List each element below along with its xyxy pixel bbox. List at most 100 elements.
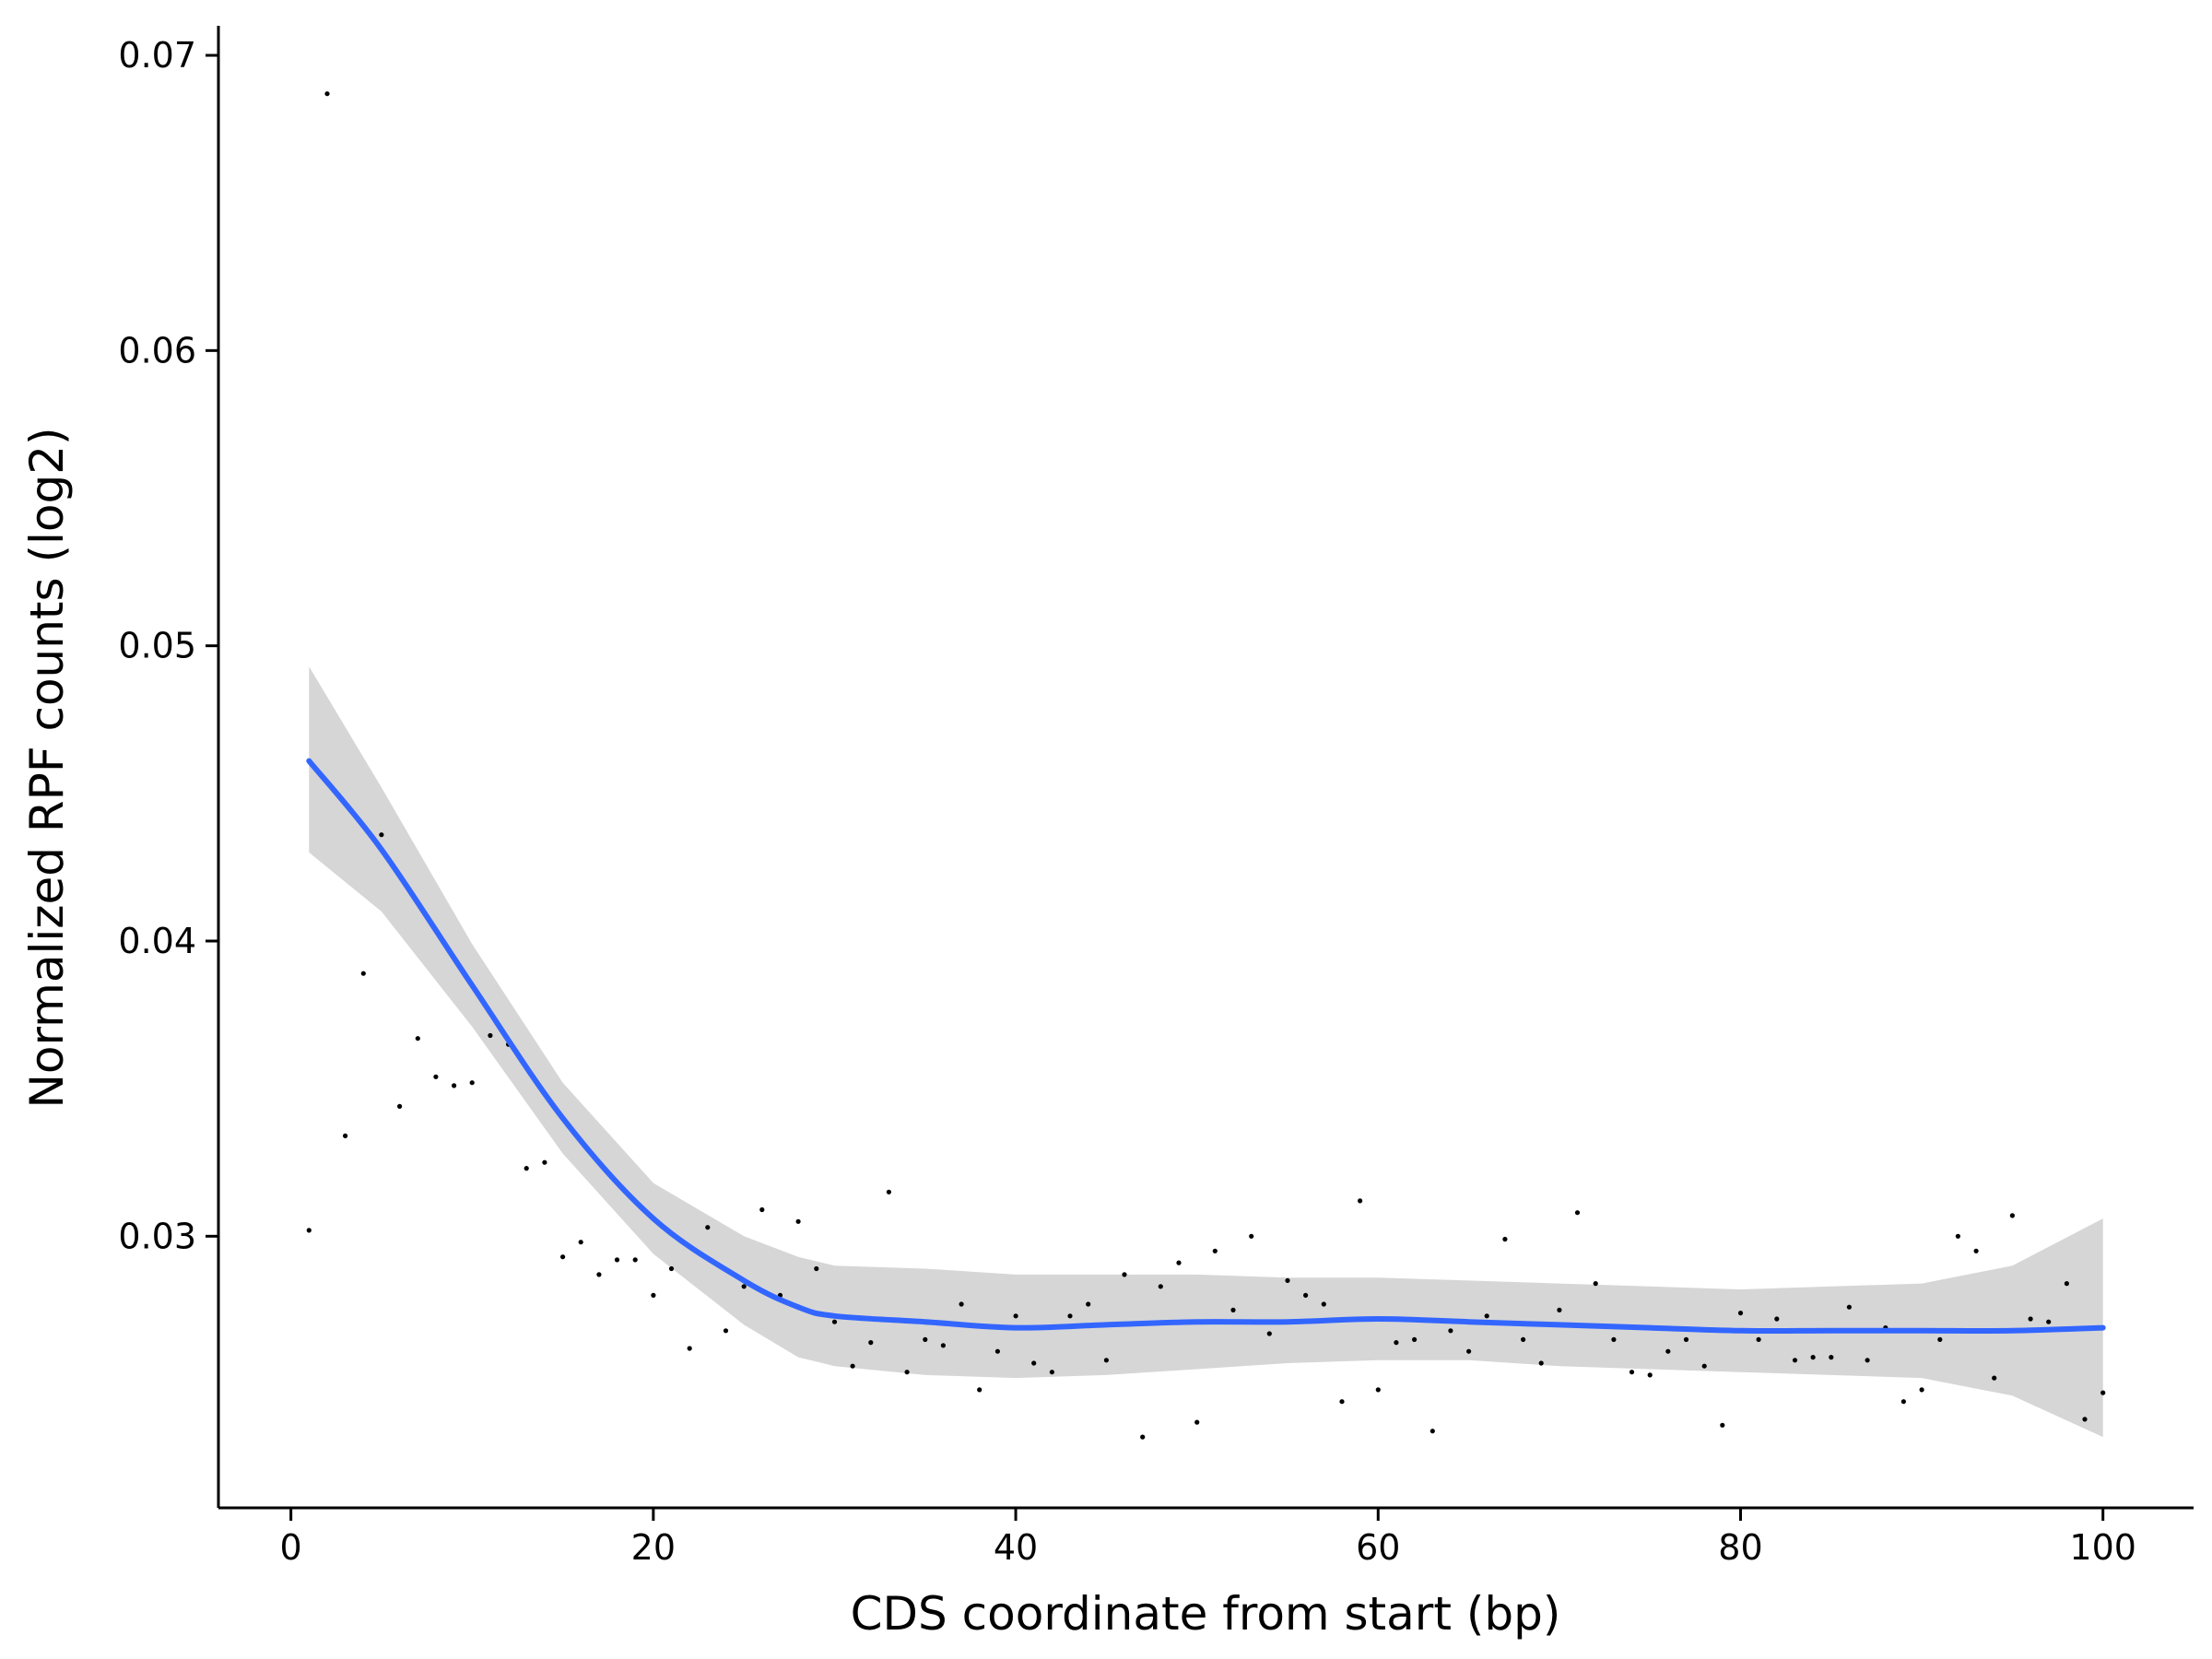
data-point [850,1363,855,1369]
data-point [1158,1284,1163,1289]
data-point [2046,1319,2052,1324]
data-point [1737,1311,1744,1316]
data-point [705,1225,711,1230]
data-point [2064,1281,2069,1287]
data-point [614,1257,620,1263]
data-point [886,1189,892,1194]
data-point [741,1284,747,1289]
data-points-layer [306,91,2106,1440]
data-point [1574,1210,1581,1216]
data-point [1484,1313,1489,1319]
data-point [723,1328,729,1334]
data-point [977,1387,982,1393]
data-point [994,1348,1000,1354]
data-point [632,1257,638,1263]
data-point [1629,1370,1635,1375]
data-point [1720,1422,1725,1428]
data-point [343,1133,348,1138]
data-point [2028,1316,2033,1322]
data-point [1285,1277,1290,1283]
data-point [578,1240,583,1245]
data-point [524,1166,529,1171]
data-point [1448,1328,1453,1334]
data-point [1013,1313,1018,1319]
smooth-line-layer [306,758,2106,1335]
data-point [360,971,366,976]
data-point [759,1206,765,1213]
data-point [560,1254,566,1260]
data-point [1865,1358,1870,1363]
data-point [1665,1348,1671,1354]
data-point [1900,1399,1906,1405]
data-point [488,1032,493,1039]
y-axis-title: Normalized RPF counts (log2) [20,427,74,1108]
data-point [1140,1434,1146,1440]
data-point [2100,1390,2106,1395]
y-tick-label: 0.04 [118,921,196,961]
data-point [1521,1336,1526,1342]
confidence-band [309,666,2103,1438]
data-point [814,1265,819,1272]
data-point [1973,1248,1979,1253]
data-point [1194,1419,1200,1425]
data-point [1394,1340,1399,1346]
data-point [1339,1399,1345,1405]
data-point [1212,1248,1218,1253]
data-point [306,1228,312,1233]
data-point [831,1319,838,1324]
data-point [1266,1331,1272,1336]
data-point [1611,1336,1617,1342]
data-point [1992,1375,1997,1381]
y-tick-label: 0.06 [118,330,196,371]
data-point [1176,1260,1182,1265]
data-point [1122,1272,1127,1277]
y-axis-ticks: 0.03 0.04 0.05 0.06 0.07 [118,35,218,1256]
y-tick-label: 0.07 [118,35,196,76]
data-point [651,1292,656,1298]
y-tick-label: 0.05 [118,626,196,666]
data-point [1846,1304,1852,1310]
data-point [1919,1387,1924,1393]
data-point [397,1103,403,1109]
data-point [415,1036,420,1041]
confidence-band-layer [309,666,2103,1438]
data-point [668,1265,675,1272]
x-tick-label: 80 [1718,1527,1762,1568]
data-point [868,1340,874,1346]
data-point [1792,1358,1798,1363]
y-tick-label: 0.03 [118,1216,196,1256]
data-point [904,1370,910,1375]
smooth-trend-line [306,758,2106,1335]
x-tick-label: 0 [280,1527,302,1568]
x-axis-ticks: 0 20 40 60 80 100 [280,1508,2136,1568]
data-point [795,1218,801,1224]
data-point [1557,1307,1562,1312]
data-point [687,1346,692,1351]
data-point [1829,1355,1834,1360]
data-point [923,1336,928,1342]
data-point [1701,1363,1707,1369]
data-point [1067,1313,1073,1319]
data-point [1031,1360,1037,1366]
data-point [1538,1360,1544,1366]
data-point [1683,1336,1689,1342]
data-point [1249,1233,1254,1239]
data-point [1593,1281,1598,1287]
data-point [1955,1233,1960,1239]
data-point [1810,1355,1816,1360]
data-point [1103,1358,1109,1363]
data-point [1937,1336,1943,1342]
data-point [596,1272,602,1277]
data-point [1375,1387,1381,1393]
axes-layer [217,26,2194,1510]
data-point [324,91,330,97]
data-point [469,1080,475,1086]
data-point [542,1159,547,1165]
x-tick-label: 60 [1356,1527,1400,1568]
data-point [1303,1292,1309,1298]
data-point [1321,1301,1326,1307]
data-point [1430,1429,1435,1434]
x-tick-label: 100 [2069,1527,2136,1568]
data-point [1086,1301,1091,1307]
